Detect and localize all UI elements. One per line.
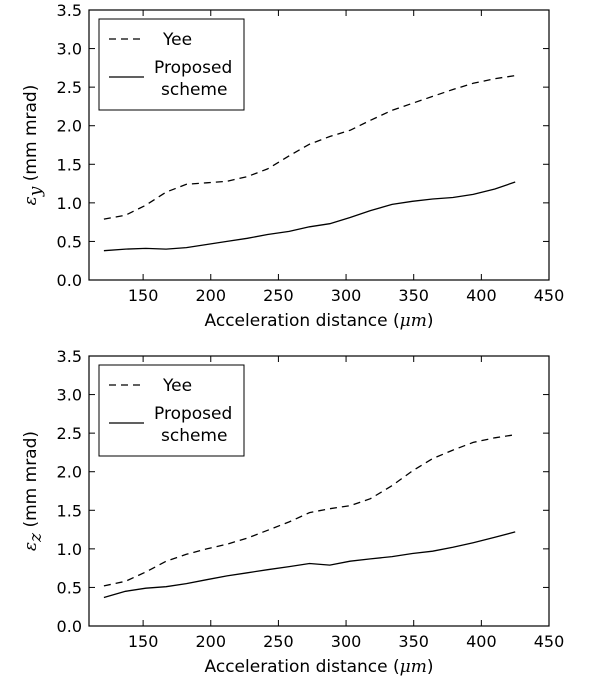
y-tick-label: 3.0 [57, 386, 82, 405]
y-tick-label: 3.5 [57, 1, 82, 20]
x-tick-label: 150 [128, 632, 159, 651]
y-tick-label: 3.0 [57, 40, 82, 59]
x-tick-label: 400 [466, 632, 497, 651]
y-tick-label: 2.0 [57, 463, 82, 482]
y-axis-label: εz (mm mrad) [21, 431, 46, 551]
y-tick-label: 1.0 [57, 540, 82, 559]
legend-label-proposed-line2: scheme [161, 80, 227, 100]
y-tick-label: 0.5 [57, 232, 82, 251]
x-tick-label: 250 [263, 632, 294, 651]
y-tick-label: 0.0 [57, 617, 82, 636]
x-tick-label: 150 [128, 286, 159, 305]
x-tick-label: 300 [331, 632, 362, 651]
panel-epsilon-z: 150 200 250 300 350 400 450 0.0 0.5 1.0 1.5 2.0 2.5 3… [21, 347, 564, 677]
series-line-proposed [103, 181, 516, 252]
y-tick-label: 0.5 [57, 578, 82, 597]
plot-frame [88, 355, 550, 627]
panel-epsilon-y: 150 200 250 300 350 400 450 0.0 0.5 1.0 1.5 2.0 2.5 3… [21, 1, 564, 331]
y-tick-label: 1.0 [57, 194, 82, 213]
y-tick-label: 3.5 [57, 347, 82, 366]
y-axis-label: εy (mm mrad) [21, 85, 46, 206]
legend-label-proposed: Proposed [154, 58, 232, 78]
x-tick-label: 450 [534, 632, 565, 651]
x-tick-label: 400 [466, 286, 497, 305]
legend-label-yee: Yee [162, 376, 192, 396]
y-tick-label: 1.5 [57, 501, 82, 520]
series-line-proposed [103, 531, 516, 599]
x-tick-label: 350 [398, 632, 429, 651]
x-axis-label: Acceleration distance (μm) [205, 311, 434, 331]
legend-box [98, 18, 245, 111]
legend-label-proposed-line2: scheme [161, 426, 227, 446]
series-line-yee [103, 434, 516, 587]
y-tick-label: 2.5 [57, 78, 82, 97]
x-tick-label: 300 [331, 286, 362, 305]
y-tick-label: 1.5 [57, 155, 82, 174]
legend-label-yee: Yee [162, 30, 192, 50]
y-tick-label: 0.0 [57, 271, 82, 290]
legend-label-proposed: Proposed [154, 404, 232, 424]
x-tick-label: 450 [534, 286, 565, 305]
x-tick-label: 250 [263, 286, 294, 305]
legend-box [98, 364, 245, 457]
x-tick-label: 200 [195, 632, 226, 651]
plot-frame [88, 9, 550, 281]
x-tick-label: 350 [398, 286, 429, 305]
y-tick-label: 2.0 [57, 117, 82, 136]
series-line-yee [103, 74, 516, 220]
x-axis-label: Acceleration distance (μm) [205, 657, 434, 677]
y-tick-label: 2.5 [57, 424, 82, 443]
x-tick-label: 200 [195, 286, 226, 305]
